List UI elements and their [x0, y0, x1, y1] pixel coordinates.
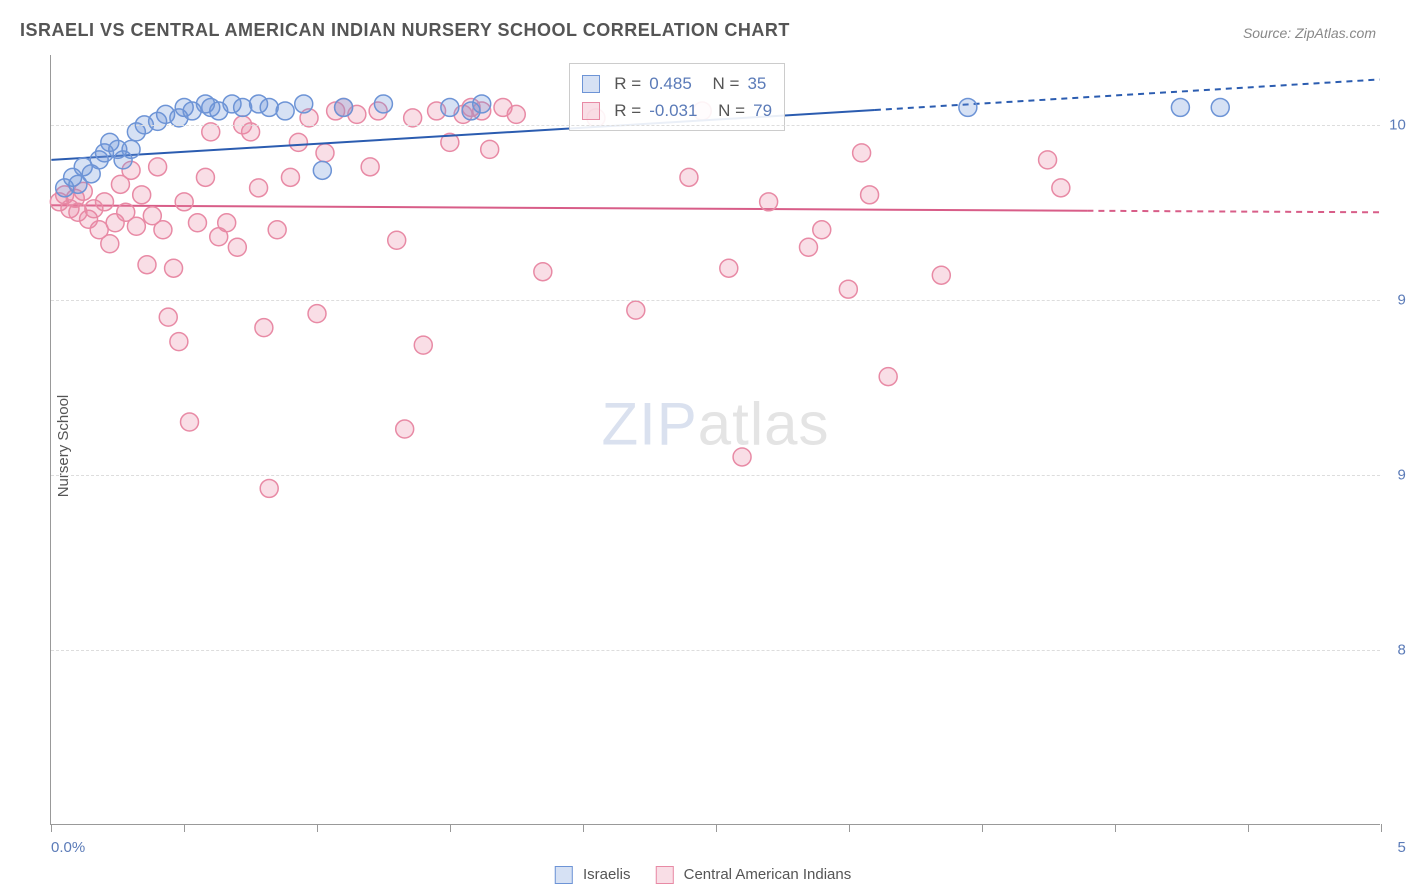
n-value-cai: 79 [753, 97, 772, 124]
n-value-israelis: 35 [747, 70, 766, 97]
swatch-cai [582, 102, 600, 120]
stats-legend-box: R = 0.485 N = 35 R = -0.031 N = 79 [569, 63, 785, 131]
gridline [51, 300, 1380, 301]
r-value-cai: -0.031 [649, 97, 697, 124]
scatter-svg [51, 55, 1380, 824]
ytick-label: 100.0% [1389, 117, 1406, 134]
gridline [51, 125, 1380, 126]
legend-label-cai: Central American Indians [684, 866, 852, 883]
xtick-mark [51, 824, 52, 832]
source-attribution: Source: ZipAtlas.com [1243, 25, 1376, 41]
legend-item-israelis: Israelis [555, 866, 631, 884]
legend-row-israelis: R = 0.485 N = 35 [582, 70, 772, 97]
chart-title: ISRAELI VS CENTRAL AMERICAN INDIAN NURSE… [20, 20, 790, 41]
ytick-label: 95.0% [1397, 292, 1406, 309]
r-label: R = [614, 70, 641, 97]
legend-item-cai: Central American Indians [655, 866, 851, 884]
swatch-israelis-icon [555, 866, 573, 884]
ytick-label: 90.0% [1397, 467, 1406, 484]
legend-label-israelis: Israelis [583, 866, 631, 883]
xtick-mark [184, 824, 185, 832]
ytick-label: 85.0% [1397, 642, 1406, 659]
xtick-mark [317, 824, 318, 832]
chart-container: ISRAELI VS CENTRAL AMERICAN INDIAN NURSE… [0, 0, 1406, 892]
legend-row-cai: R = -0.031 N = 79 [582, 97, 772, 124]
swatch-israelis [582, 75, 600, 93]
xtick-label-left: 0.0% [51, 839, 85, 856]
legend-bottom: Israelis Central American Indians [555, 866, 851, 884]
xtick-mark [1115, 824, 1116, 832]
xtick-label-right: 50.0% [1397, 839, 1406, 856]
xtick-mark [982, 824, 983, 832]
n-label: N = [713, 70, 740, 97]
swatch-cai-icon [655, 866, 673, 884]
xtick-mark [1381, 824, 1382, 832]
gridline [51, 475, 1380, 476]
r-label: R = [614, 97, 641, 124]
xtick-mark [849, 824, 850, 832]
gridline [51, 650, 1380, 651]
xtick-mark [716, 824, 717, 832]
r-value-israelis: 0.485 [649, 70, 692, 97]
xtick-mark [1248, 824, 1249, 832]
xtick-mark [583, 824, 584, 832]
plot-area: ZIPatlas R = 0.485 N = 35 R = -0.031 N =… [50, 55, 1380, 825]
n-label: N = [718, 97, 745, 124]
xtick-mark [450, 824, 451, 832]
